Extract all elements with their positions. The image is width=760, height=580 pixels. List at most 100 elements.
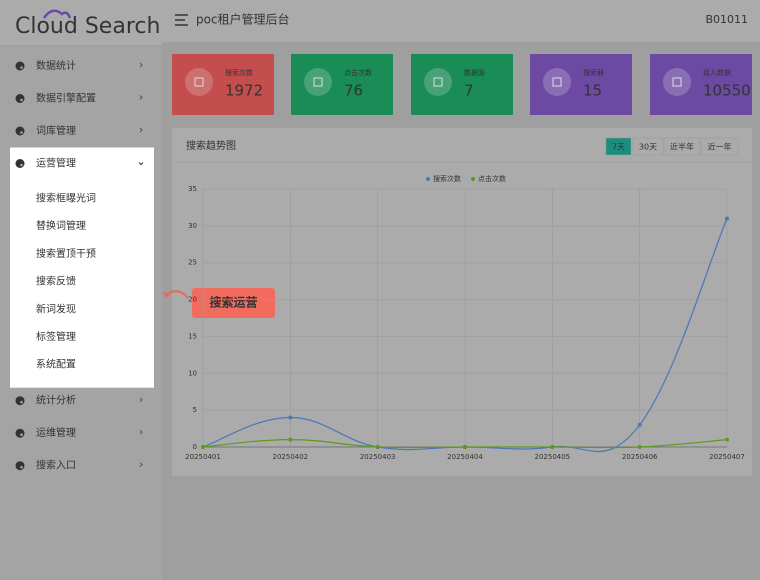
stat-value: 76 [344,82,363,100]
data-point [201,445,205,449]
header-title: poc租户管理后台 [196,12,290,27]
menu-icon [15,396,25,406]
highlight-box [10,147,154,388]
menu-item[interactable]: 统计分析 [36,394,76,407]
stat-card[interactable] [411,54,513,115]
menu-item[interactable]: 数据统计 [36,59,76,72]
data-point [288,415,293,420]
menu-icon-dot [20,433,23,437]
menu-icon [15,126,25,136]
data-point [637,422,642,427]
submenu-item[interactable]: 搜索框曝光词 [36,192,96,205]
legend-label: 搜索次数 [433,174,461,183]
submenu-item[interactable]: 新词发现 [36,302,76,315]
range-button[interactable] [632,137,664,156]
stat-icon-bg [185,68,213,96]
stat-icon-bg [304,68,332,96]
x-tick-label: 20250401 [185,453,221,461]
submenu-item[interactable]: 替换词管理 [36,219,86,232]
stat-label: 接入数据 [703,68,731,77]
range-button[interactable] [663,137,701,156]
menu-toggle[interactable] [175,14,188,26]
stat-label: 点击次数 [344,68,372,77]
chevron [139,95,143,100]
y-tick-label: 25 [188,259,197,267]
stat-icon-bg [543,68,571,96]
legend-marker [426,177,430,181]
stat-label: 搜索器 [583,68,604,77]
data-point [463,445,467,449]
chevron [139,62,143,68]
range-label: 7天 [612,143,625,152]
range-button[interactable] [700,137,739,156]
menu-icon-dot [20,66,23,69]
x-tick-label: 20250404 [447,453,483,461]
stat-card[interactable] [650,54,752,115]
range-label: 30天 [639,143,657,152]
stat-icon [552,77,562,87]
stat-icon-bg [424,68,452,96]
data-point [288,437,293,442]
menu-icon-dot [20,465,23,469]
menu-icon-dot [20,163,23,167]
data-point [375,445,380,449]
menu-item[interactable]: 搜索入口 [36,459,76,472]
header[interactable] [162,0,760,42]
menu-icon [15,159,25,168]
stat-value: 10550 [703,82,751,100]
range-label: 近一年 [708,142,732,152]
y-tick-label: 10 [188,369,197,377]
data-point [637,445,642,449]
logo-area [0,0,162,46]
legend-marker [471,177,475,181]
range-button[interactable] [605,137,632,156]
stat-label: 数据源 [464,68,485,77]
stat-icon [672,77,682,87]
stat-icon [194,77,204,87]
menu-icon-dot [20,400,23,404]
stat-value: 1972 [225,82,263,100]
menu-icon-dot [20,131,23,134]
menu-item[interactable]: 词库管理 [36,124,76,137]
x-tick-label: 20250405 [535,453,571,461]
x-tick-label: 20250406 [622,453,658,461]
stat-icon-bg [663,68,691,96]
chevron [139,429,143,435]
stat-label: 搜索次数 [225,68,253,77]
y-tick-label: 0 [193,443,197,451]
x-tick-label: 20250403 [360,453,396,461]
menu-item[interactable]: 运营管理 [36,157,76,170]
callout [192,288,275,318]
menu-icon [15,94,25,103]
data-point [725,437,729,442]
y-tick-label: 30 [188,222,197,230]
legend-label: 点击次数 [478,174,506,183]
logo-arc [42,9,72,19]
panel-title: 搜索趋势图 [186,139,236,152]
stat-value: 15 [583,82,602,100]
y-tick-label: 35 [188,185,197,193]
user-name[interactable]: B01011 [705,13,748,26]
submenu-item[interactable]: 搜索置顶干预 [36,247,96,260]
stat-card[interactable] [291,54,393,115]
chevron [139,397,143,403]
series-line [202,218,728,453]
data-point [725,216,729,221]
submenu-item[interactable]: 标签管理 [36,330,76,343]
menu-item[interactable]: 运维管理 [36,426,76,439]
stat-icon [433,77,443,87]
stat-card[interactable] [172,54,274,115]
submenu-item[interactable]: 系统配置 [36,358,76,371]
callout-arrow-head [163,292,171,298]
chevron [139,462,143,468]
data-point [550,445,555,449]
y-tick-label: 20 [188,296,197,304]
x-tick-label: 20250407 [709,453,745,461]
stat-card[interactable] [530,54,632,115]
logo: Cloud Search [15,14,160,39]
menu-item[interactable]: 数据引擎配置 [36,92,96,105]
submenu-item[interactable]: 搜索反馈 [36,275,76,288]
x-tick-label: 20250402 [273,453,309,461]
